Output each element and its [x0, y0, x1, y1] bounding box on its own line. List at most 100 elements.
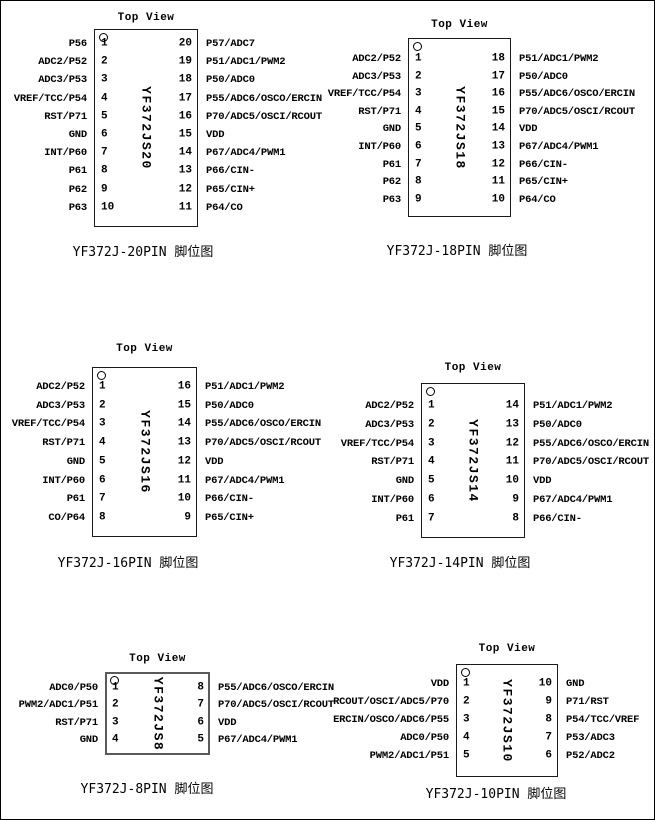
pin-label: P51/ADC1/PWM2: [205, 380, 285, 393]
pin-label: VDD: [206, 128, 225, 141]
pin-number: 3: [101, 73, 108, 86]
pin-label: P70/ADC5/OSCI/RCOUT: [533, 456, 649, 469]
pin-number: 3: [415, 87, 422, 100]
pin-label: RST/P71: [42, 436, 85, 449]
pin-number: 8: [197, 681, 204, 694]
pin-label: VREF/TCC/P54: [327, 87, 401, 100]
top-view-label: Top View: [431, 19, 488, 31]
pin-label: ADC3/P53: [36, 399, 85, 412]
pin-number: 5: [197, 733, 204, 746]
pin-label: VDD: [218, 716, 237, 729]
pin-number: 4: [428, 455, 435, 468]
pin-number: 9: [184, 511, 191, 524]
pin-number: 11: [178, 201, 192, 214]
pin-number: 5: [415, 122, 422, 135]
pin-label: P55/ADC6/OSCO/ERCIN: [205, 418, 321, 431]
pin-label: P51/ADC1/PWM2: [206, 55, 286, 68]
pin-label: P63: [68, 201, 88, 214]
pin-number: 18: [178, 73, 192, 86]
chip-package-outline: [421, 383, 525, 538]
pin-number: 16: [491, 87, 505, 100]
pin-label: P67/ADC4/PWM1: [519, 140, 599, 153]
pin-label: P61: [68, 165, 88, 178]
pin-number: 16: [177, 380, 191, 393]
pin-number: 10: [491, 193, 505, 206]
pin-label: ADC3/P53: [352, 70, 401, 83]
pin-label: P66/CIN-: [533, 512, 582, 525]
pin-number: 1: [463, 677, 470, 690]
pin-number: 7: [99, 492, 106, 505]
pin-number: 5: [101, 110, 108, 123]
pin-number: 6: [197, 716, 204, 729]
diagram-caption: YF372J-10PIN 脚位图: [425, 787, 567, 802]
pin-number: 9: [415, 193, 422, 206]
pin-label: PWM2/ADC1/P51: [18, 699, 99, 712]
diagram-caption: YF372J-14PIN 脚位图: [389, 556, 531, 571]
pin-number: 14: [491, 122, 505, 135]
pin-number: 18: [491, 52, 505, 65]
pin-number: 3: [428, 437, 435, 450]
pin-label: P56: [68, 37, 88, 50]
pin-label: P52/ADC2: [566, 750, 615, 763]
pin-label: P62: [68, 183, 88, 196]
pin-number: 7: [101, 146, 108, 159]
pin-label: VDD: [533, 474, 552, 487]
pin-label: P57/ADC7: [206, 37, 255, 50]
pin-number: 19: [178, 55, 192, 68]
pin-number: 7: [545, 731, 552, 744]
pin-number: 15: [491, 105, 505, 118]
top-view-label: Top View: [444, 362, 502, 374]
chip-package-outline: [94, 29, 198, 227]
pin-number: 7: [428, 512, 435, 525]
pin-label: P62: [382, 175, 402, 188]
pin-number: 7: [415, 158, 422, 171]
pin-number: 14: [505, 399, 519, 412]
pin-label: ADC2/P52: [352, 52, 401, 65]
pin-number: 7: [197, 698, 204, 711]
pin-label: P63: [382, 193, 402, 206]
pin-number: 3: [463, 713, 470, 726]
pin-number: 17: [491, 70, 505, 83]
pin-number: 3: [112, 716, 119, 729]
chip-name: YF372JS10: [499, 678, 515, 763]
pin-label: INT/P60: [42, 474, 85, 487]
pin-label: RST/P71: [55, 716, 98, 729]
pin-label: GND: [79, 733, 99, 746]
pin-label: ADC3/P53: [365, 418, 414, 431]
diagram-caption: YF372J-16PIN 脚位图: [57, 556, 199, 571]
pin-number: 12: [177, 455, 191, 468]
pin-label: ADC2/P52: [36, 380, 85, 393]
pin-number: 15: [178, 128, 192, 141]
pin-label: P70/ADC5/OSCI/RCOUT: [205, 436, 321, 449]
pin-label: VDD: [519, 123, 538, 136]
pin-label: P54/TCC/VREF: [566, 713, 640, 726]
pin-number: 6: [415, 140, 422, 153]
pin-label: P51/ADC1/PWM2: [519, 52, 599, 65]
pin-number: 6: [545, 749, 552, 762]
pin-number: 15: [177, 399, 191, 412]
diagram-caption: YF372J-20PIN 脚位图: [72, 245, 214, 260]
pin-number: 4: [101, 92, 108, 105]
diagram-caption: YF372J-8PIN 脚位图: [80, 782, 214, 797]
pin-number: 1: [415, 52, 422, 65]
pin-label: P67/ADC4/PWM1: [218, 733, 298, 746]
pin-label: P50/ADC0: [206, 74, 255, 87]
pin1-indicator-icon: [97, 371, 106, 380]
pin1-indicator-icon: [110, 676, 119, 685]
pin-label: RCOUT/OSCI/ADC5/P70: [333, 695, 449, 708]
chip-package-outline: [456, 664, 558, 777]
pin-number: 3: [99, 417, 106, 430]
pin-number: 8: [545, 713, 552, 726]
pin-number: 16: [178, 110, 192, 123]
pin-label: INT/P60: [358, 140, 401, 153]
pin-label: PWM2/ADC1/P51: [369, 750, 450, 763]
pin-number: 14: [177, 417, 191, 430]
pin-number: 2: [99, 399, 106, 412]
pin-number: 12: [505, 437, 519, 450]
pin-label: GND: [68, 128, 88, 141]
pin-number: 20: [178, 37, 192, 50]
pin-number: 5: [428, 474, 435, 487]
pin-number: 5: [463, 749, 470, 762]
